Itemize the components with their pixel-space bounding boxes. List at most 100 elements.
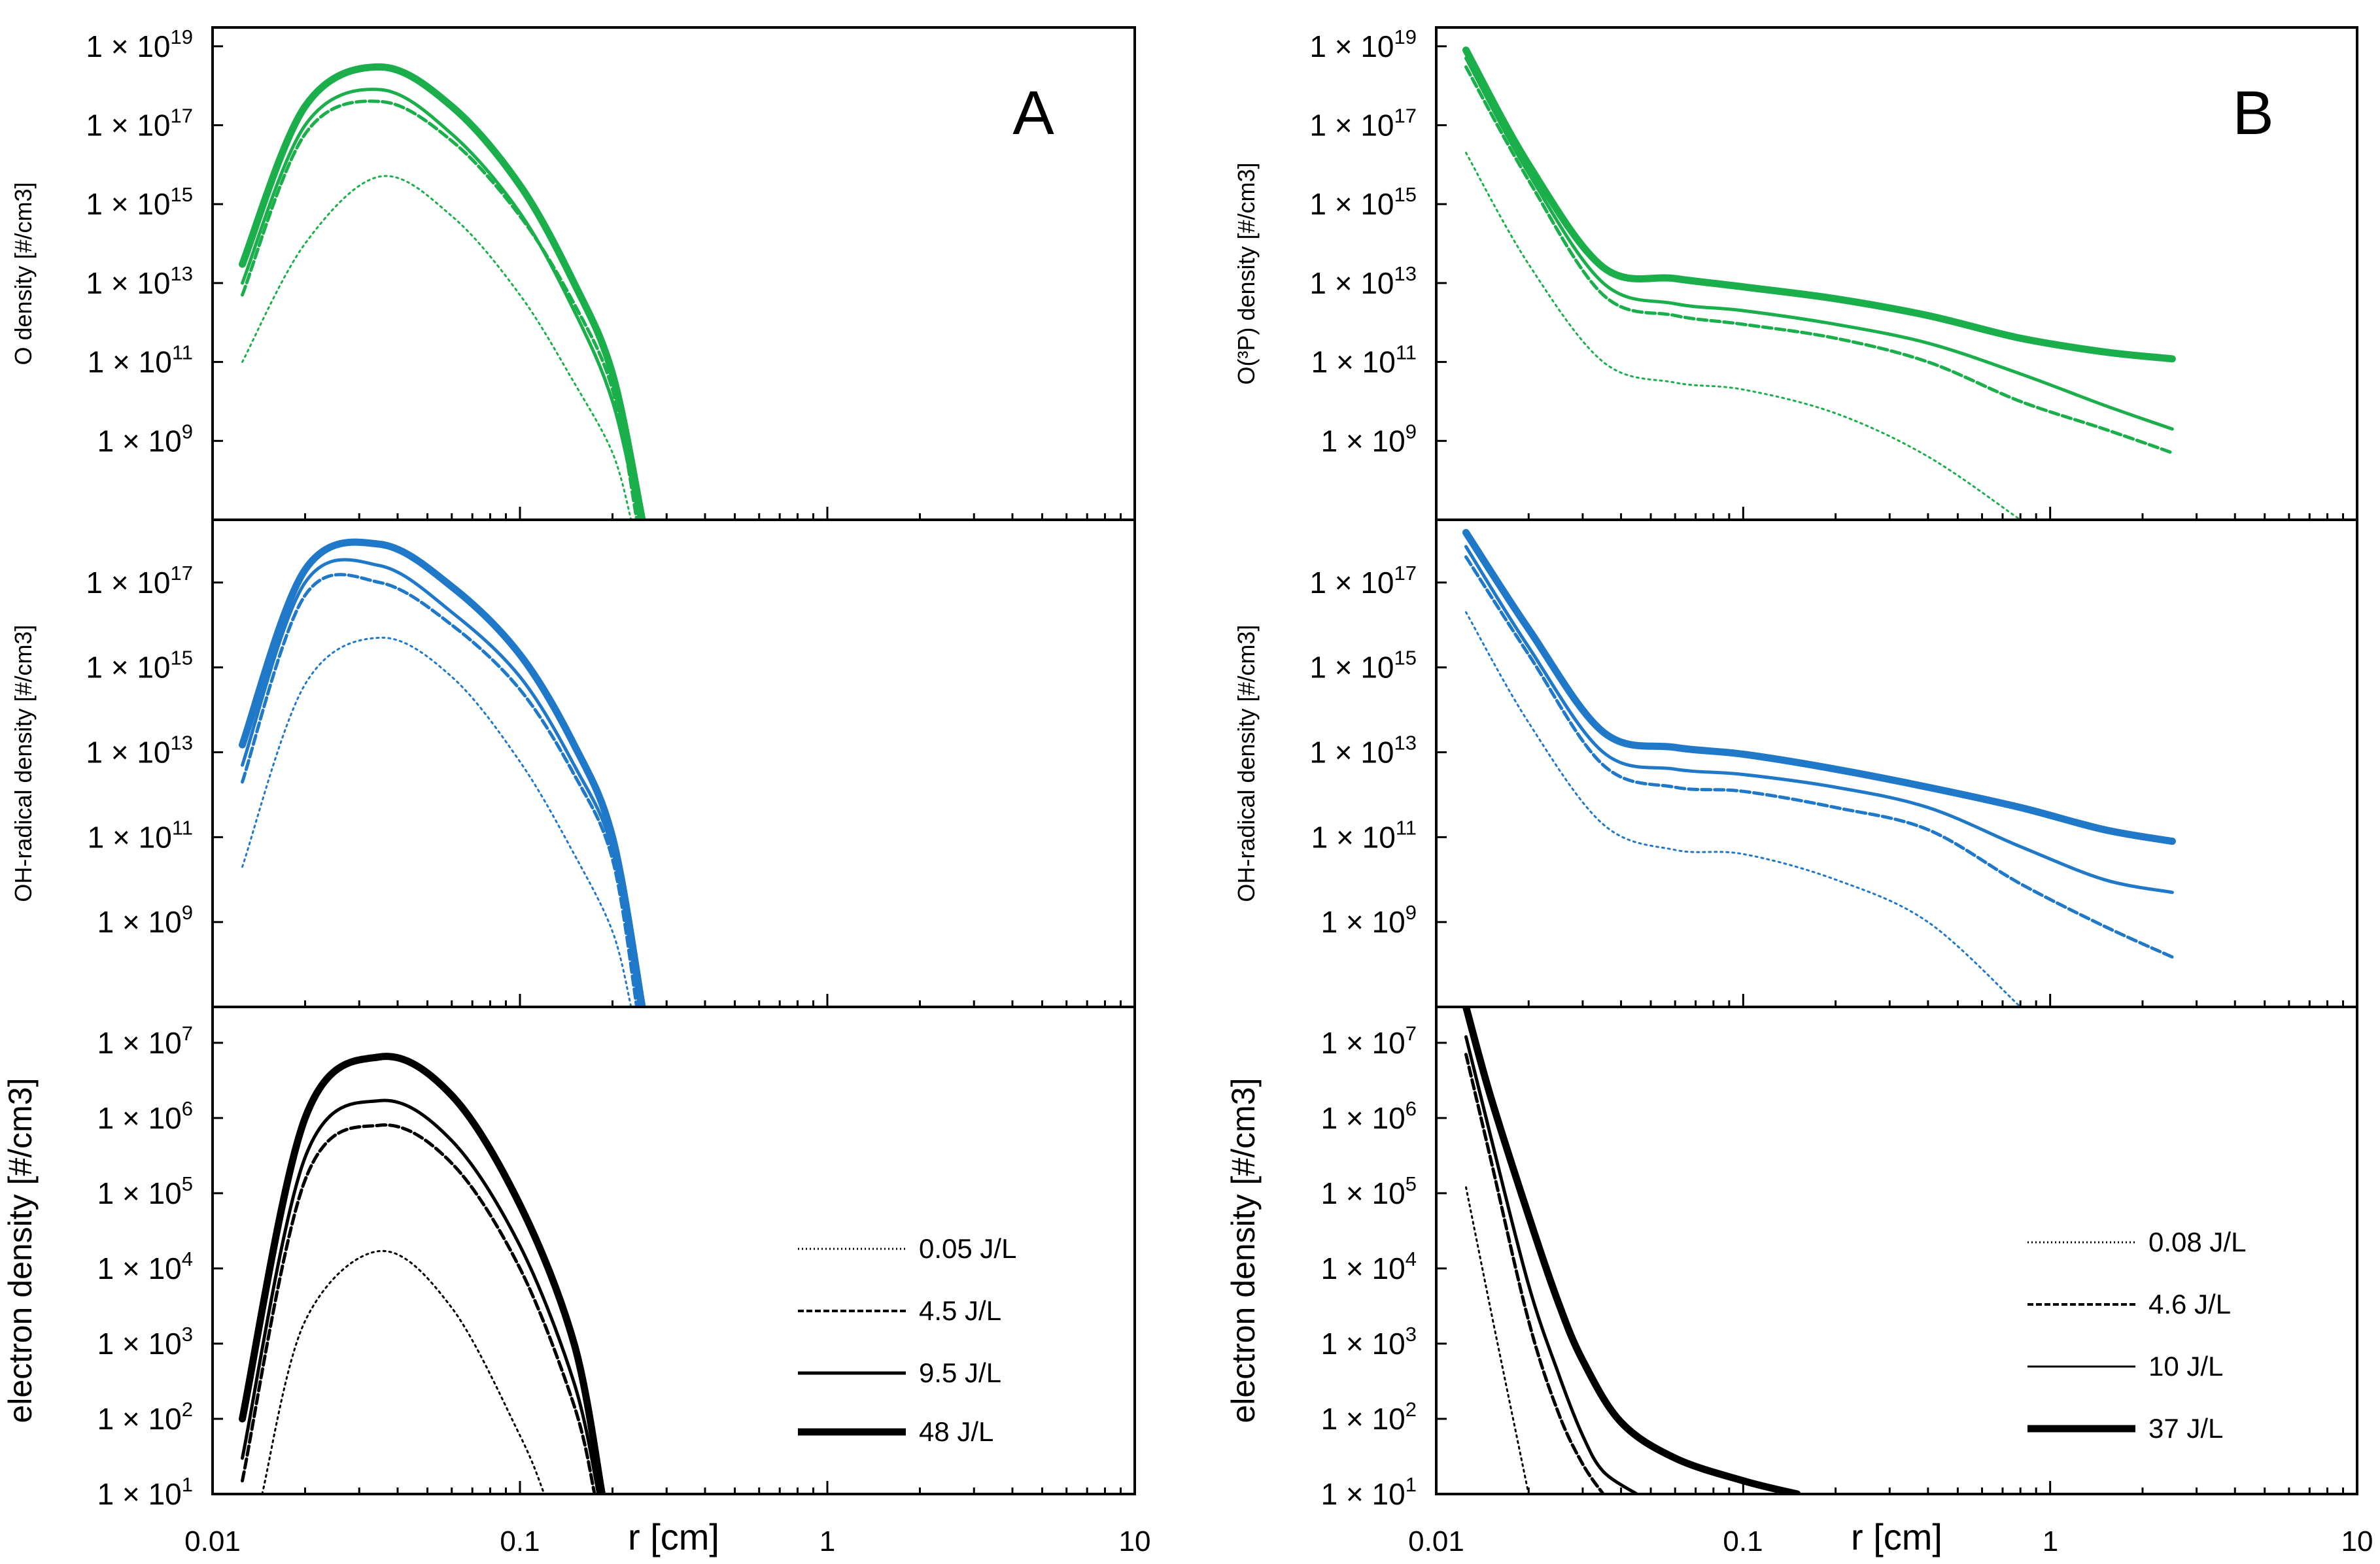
y-tick-label: 1 × 101 [97, 1473, 193, 1511]
y-tick-label: 1 × 103 [97, 1323, 193, 1361]
series-line-thin [1464, 56, 2174, 431]
series-line-thick [239, 1053, 606, 1494]
legend-label: 48 J/L [919, 1416, 993, 1447]
series-line-thin [241, 88, 642, 520]
y-tick-label: 1 × 102 [97, 1398, 193, 1436]
y-tick-label: 1 × 109 [97, 420, 193, 458]
panel-label-b: B [2232, 78, 2273, 148]
series-line-thick [239, 538, 646, 1007]
legend-label: 4.6 J/L [2148, 1289, 2231, 1319]
series-line-thick [239, 63, 646, 520]
x-tick-label: 0.1 [1723, 1525, 1763, 1557]
series-group [239, 1053, 606, 1494]
y-axis-label: OH-radical density [#/cm3] [1233, 624, 1260, 902]
y-tick-label: 1 × 1017 [1309, 562, 1417, 600]
legend-label: 37 J/L [2148, 1413, 2223, 1444]
series-line-thin [241, 1098, 600, 1494]
chart-panel: 1 × 1019 1 × 1017 1 × 1015 1 × 1013 1 × 1011… [1233, 26, 2358, 521]
y-tick-label: 1 × 1011 [88, 341, 193, 379]
series-line-dashed [241, 99, 639, 520]
y-tick-label: 1 × 106 [1321, 1097, 1417, 1135]
y-tick-label: 1 × 1015 [86, 647, 193, 685]
x-tick-label: 10 [1119, 1525, 1151, 1557]
y-tick-label: 1 × 1011 [1311, 816, 1417, 854]
y-tick-label: 1 × 104 [1321, 1248, 1417, 1285]
x-axis-a: 0.01 0.1 1 10 r [cm] [184, 1516, 1150, 1557]
y-tick-label: 1 × 1017 [86, 104, 193, 142]
y-tick-label: 1 × 104 [97, 1248, 193, 1285]
y-tick-label: 1 × 109 [97, 901, 193, 939]
y-tick-label: 1 × 1013 [1309, 262, 1417, 300]
series-line-thin [1464, 1035, 1639, 1494]
series-group [1462, 529, 2176, 1007]
legend-label: 9.5 J/L [919, 1357, 1001, 1388]
legend-label: 0.05 J/L [919, 1233, 1016, 1264]
series-line-dotted [1465, 1186, 1530, 1494]
series-group [1462, 46, 2176, 520]
y-tick-label: 1 × 1013 [1309, 732, 1417, 770]
x-axis-label: r [cm] [1851, 1516, 1942, 1557]
series-line-thick [1462, 529, 2176, 845]
chart-panel: 1 × 107 1 × 106 1 × 105 1 × 104 1 × 103 1 × 1… [1225, 1006, 2358, 1511]
y-tick-label: 1 × 103 [1321, 1323, 1417, 1361]
y-tick-label: 1 × 102 [1321, 1398, 1417, 1436]
series-line-thick [1462, 46, 2176, 363]
y-tick-label: 1 × 1013 [86, 262, 193, 300]
y-tick-label: 1 × 1011 [88, 816, 193, 854]
y-tick-label: 1 × 1015 [1309, 183, 1417, 221]
series-line-dashed [1464, 555, 2174, 959]
y-tick-label: 1 × 109 [1321, 901, 1417, 939]
series-group [239, 63, 646, 520]
series-line-dotted [1465, 611, 2022, 1007]
x-tick-label: 0.01 [1408, 1525, 1464, 1557]
series-line-thick [1462, 1007, 1801, 1494]
x-tick-label: 1 [819, 1525, 835, 1557]
series-line-dashed [241, 573, 639, 1007]
y-tick-label: 1 × 109 [1321, 420, 1417, 458]
y-axis-label: O density [#/cm3] [10, 182, 37, 365]
series-group [1462, 1007, 1801, 1494]
series-line-dashed [241, 1123, 596, 1494]
panel-label-a: A [1012, 78, 1054, 148]
y-axis-label: O(³P) density [#/cm3] [1233, 162, 1260, 384]
y-tick-label: 1 × 105 [1321, 1172, 1417, 1210]
plot-frame [1435, 1006, 2358, 1495]
x-tick-label: 1 [2043, 1525, 2058, 1557]
series-line-dotted [1465, 152, 2022, 520]
y-tick-label: 1 × 1013 [86, 732, 193, 770]
plot-frame [211, 1006, 1136, 1495]
series-line-dotted [261, 1250, 545, 1494]
legend-b: 0.08 J/L 4.6 J/L 10 J/L 37 J/L [2027, 1227, 2246, 1444]
legend-label: 10 J/L [2148, 1351, 2223, 1382]
x-tick-label: 0.01 [184, 1525, 241, 1557]
y-tick-label: 1 × 1019 [1309, 26, 1417, 63]
chart-panel: 1 × 1017 1 × 1015 1 × 1013 1 × 1011 1 × 109 O… [10, 518, 1136, 1008]
series-line-thin [1464, 545, 2174, 894]
y-axis-label: OH-radical density [#/cm3] [10, 624, 37, 902]
legend-label: 4.5 J/L [919, 1295, 1001, 1326]
y-tick-label: 1 × 1019 [86, 26, 193, 63]
series-line-dashed [1464, 1053, 1605, 1494]
chart-panel: 1 × 1019 1 × 1017 1 × 1015 1 × 1013 1 × 1011… [10, 26, 1136, 521]
y-tick-label: 1 × 101 [1321, 1473, 1417, 1511]
y-tick-label: 1 × 106 [97, 1097, 193, 1135]
y-tick-label: 1 × 1017 [1309, 104, 1417, 142]
y-tick-label: 1 × 1011 [1311, 341, 1417, 379]
series-line-dotted [241, 636, 632, 1007]
series-line-dotted [241, 175, 632, 520]
y-tick-label: 1 × 107 [97, 1022, 193, 1060]
legend-a: 0.05 J/L 4.5 J/L 9.5 J/L 48 J/L [798, 1233, 1016, 1447]
x-tick-label: 10 [2341, 1525, 2373, 1557]
x-axis-b: 0.01 0.1 1 10 r [cm] [1408, 1516, 2373, 1557]
chart-panel: 1 × 107 1 × 106 1 × 105 1 × 104 1 × 103 1 × 1… [2, 1006, 1136, 1511]
plot-frame [1435, 518, 2358, 1008]
plot-frame [1435, 26, 2358, 521]
y-tick-label: 1 × 1017 [86, 562, 193, 600]
legend-label: 0.08 J/L [2148, 1227, 2246, 1257]
x-tick-label: 0.1 [500, 1525, 540, 1557]
series-group [239, 538, 646, 1007]
y-tick-label: 1 × 1015 [86, 183, 193, 221]
y-tick-label: 1 × 107 [1321, 1022, 1417, 1060]
